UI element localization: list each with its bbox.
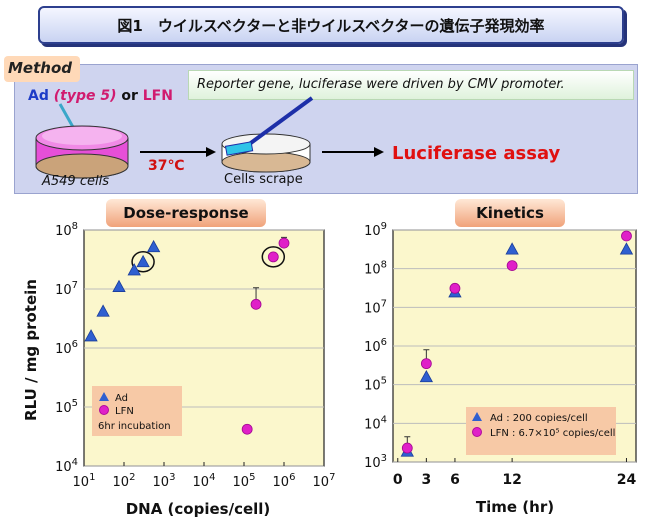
ad-point bbox=[127, 263, 141, 276]
scrape-dish-icon bbox=[221, 96, 314, 173]
figure-title: 図1 ウイルスベクターと非ウイルスベクターの遺伝子発現効率 bbox=[117, 17, 545, 35]
x-tick-label: 12 bbox=[502, 472, 521, 488]
lfn-label: LFN bbox=[142, 88, 173, 104]
ad-label: Ad bbox=[28, 88, 49, 104]
y-tick-label: 108 bbox=[55, 221, 78, 239]
lfn-point bbox=[401, 442, 413, 454]
legend-ad-marker bbox=[472, 412, 482, 421]
x-tick-label: 0 bbox=[393, 472, 403, 488]
method-tag-label: Method bbox=[8, 59, 72, 77]
x-tick-label: 102 bbox=[113, 472, 136, 490]
x-tick-label: 103 bbox=[153, 472, 176, 490]
lfn-point bbox=[250, 298, 262, 310]
y-tick-label: 108 bbox=[364, 260, 387, 278]
legend-lfn-marker bbox=[99, 405, 109, 415]
y-tick-label: 106 bbox=[364, 337, 387, 355]
highlight-ring bbox=[261, 246, 286, 268]
lfn-point bbox=[506, 260, 518, 272]
arrow-icon bbox=[322, 147, 384, 157]
y-tick-label: 106 bbox=[55, 339, 78, 357]
cells-label: A549 cells bbox=[42, 174, 109, 189]
assay-label: Luciferase assay bbox=[392, 143, 561, 164]
kinetics-label: Kinetics bbox=[455, 199, 565, 227]
legend-ad-marker bbox=[99, 392, 109, 401]
lfn-point bbox=[449, 282, 461, 294]
x-tick-label: 107 bbox=[313, 472, 336, 490]
or-label: or bbox=[121, 88, 138, 104]
ad-point bbox=[96, 304, 110, 317]
x-tick-label: 3 bbox=[421, 472, 431, 488]
ad-point bbox=[146, 239, 161, 253]
y-tick-label: 105 bbox=[55, 398, 78, 416]
lfn-point bbox=[241, 423, 253, 435]
ad-type-label: (type 5) bbox=[53, 88, 117, 104]
kinetics-legend: Ad : 200 copies/cell LFN : 6.7×10⁵ copie… bbox=[466, 407, 616, 455]
legend-note: 6hr incubation bbox=[98, 421, 171, 432]
legend-lfn-label: LFN bbox=[115, 406, 134, 417]
ad-point bbox=[505, 242, 519, 255]
legend-lfn-label: LFN : 6.7×10⁵ copies/cell bbox=[490, 428, 615, 439]
y-tick-label: 104 bbox=[55, 457, 78, 475]
dose-legend: Ad LFN 6hr incubation bbox=[92, 386, 182, 436]
ad-point bbox=[84, 329, 98, 342]
dose-marks bbox=[84, 236, 290, 435]
ad-point bbox=[619, 242, 634, 255]
dose-response-label: Dose-response bbox=[106, 199, 266, 227]
x-tick-label: 106 bbox=[273, 472, 296, 490]
dose-y-axis-label: RLU / mg protein bbox=[22, 279, 40, 421]
y-tick-label: 109 bbox=[364, 221, 387, 239]
x-tick-label: 24 bbox=[617, 472, 637, 488]
y-tick-label: 107 bbox=[364, 298, 387, 316]
x-tick-label: 101 bbox=[73, 472, 96, 490]
ad-point bbox=[112, 279, 126, 292]
dose-x-axis-label: DNA (copies/cell) bbox=[126, 500, 271, 518]
lfn-point bbox=[621, 230, 632, 242]
y-tick-label: 103 bbox=[364, 453, 387, 471]
dose-tick-labels: 104 105 106 107 108 101 102 103 104 105 106 107 bbox=[55, 221, 335, 490]
arrow-icon bbox=[140, 147, 216, 157]
figure-title-box: 図1 ウイルスベクターと非ウイルスベクターの遺伝子発現効率 bbox=[38, 6, 624, 44]
temperature-label: 37℃ bbox=[148, 158, 185, 174]
reporter-note: Reporter gene, luciferase were driven by… bbox=[197, 77, 565, 92]
ad-point bbox=[136, 254, 150, 268]
highlight-ring bbox=[131, 250, 155, 273]
vector-label: Ad (type 5) or LFN bbox=[28, 88, 173, 104]
x-tick-label: 6 bbox=[450, 472, 460, 488]
kinetics-marks bbox=[400, 230, 634, 457]
ad-point bbox=[419, 369, 434, 383]
lfn-point bbox=[278, 237, 290, 249]
x-tick-label: 105 bbox=[233, 472, 256, 490]
method-tag: Method bbox=[4, 56, 80, 82]
x-tick-label: 104 bbox=[193, 472, 216, 490]
dish-icon bbox=[35, 125, 129, 179]
reporter-note-box: Reporter gene, luciferase were driven by… bbox=[188, 70, 634, 100]
scrape-label: Cells scrape bbox=[224, 172, 303, 187]
kinetics-x-axis-label: Time (hr) bbox=[476, 498, 554, 516]
method-diagram bbox=[35, 96, 384, 179]
legend-ad-label: Ad : 200 copies/cell bbox=[490, 413, 588, 424]
y-tick-label: 107 bbox=[55, 280, 78, 298]
legend-lfn-marker bbox=[472, 427, 482, 437]
legend-ad-label: Ad bbox=[115, 393, 128, 404]
lfn-point bbox=[267, 251, 279, 263]
y-tick-label: 105 bbox=[364, 376, 387, 394]
lfn-point bbox=[420, 358, 432, 370]
kinetics-tick-labels: 103 104 105 106 107 108 109 0 3 6 12 24 bbox=[364, 221, 636, 488]
y-tick-label: 104 bbox=[364, 414, 387, 432]
kinetics-legend-box bbox=[466, 407, 616, 455]
